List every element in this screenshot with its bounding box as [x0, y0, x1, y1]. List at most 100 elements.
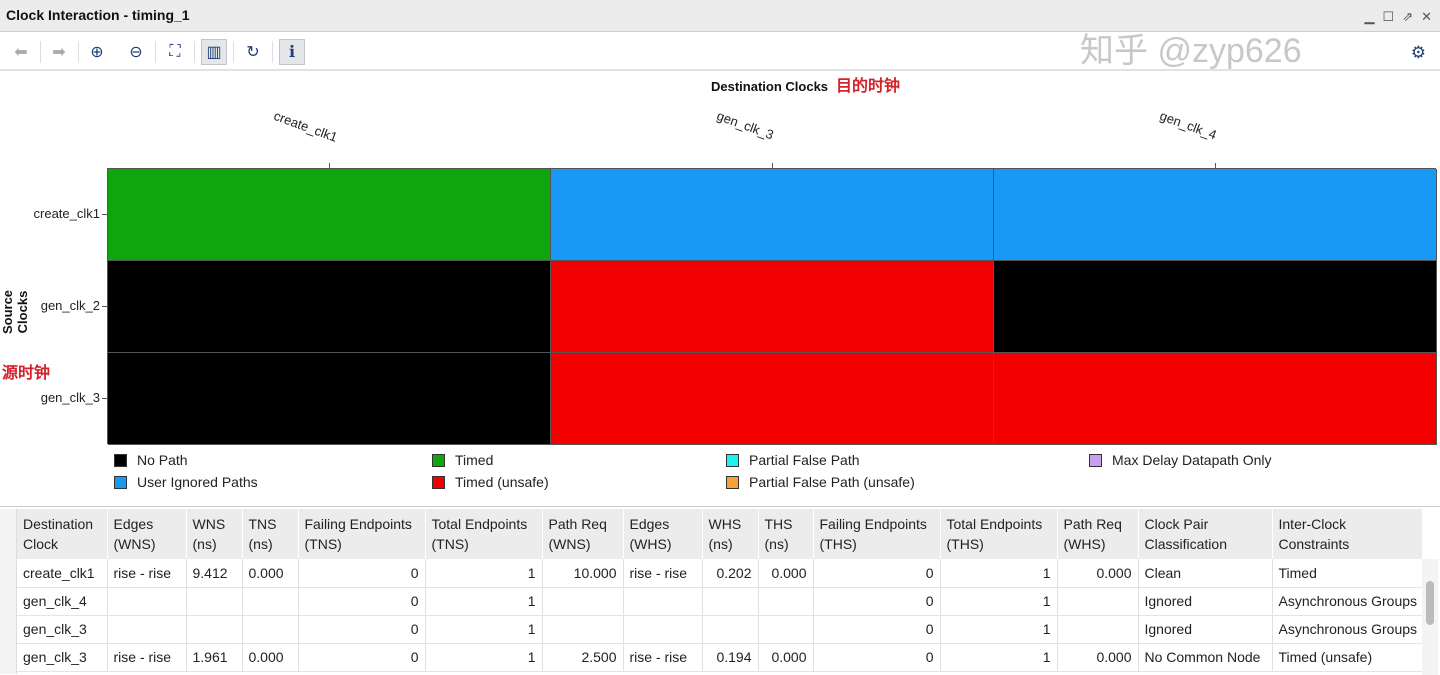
- restore-icon[interactable]: ☐: [1382, 9, 1395, 24]
- row-label: create_clk1: [33, 206, 100, 221]
- zoom-in-icon[interactable]: ⊕: [90, 44, 104, 61]
- column-header[interactable]: Edges (WHS): [623, 509, 703, 559]
- heatmap-cell[interactable]: [108, 261, 551, 353]
- minimize-icon[interactable]: ▁: [1364, 9, 1375, 24]
- header-line: Total Endpoints: [431, 516, 528, 532]
- column-header[interactable]: WNS (ns): [186, 509, 243, 559]
- table-row[interactable]: gen_clk_3 0 1 0 1 Ignored Asynchronous Groups: [17, 615, 1423, 644]
- table-cell: Ignored: [1138, 615, 1273, 644]
- column-header[interactable]: Inter-Clock Constraints: [1272, 509, 1423, 559]
- legend-swatch: [1089, 453, 1102, 467]
- table-cell: [242, 615, 299, 644]
- header-line: Clock Pair: [1144, 516, 1209, 532]
- watermark: 知乎 @zyp626: [1080, 32, 1302, 70]
- info-icon[interactable]: ℹ: [279, 39, 305, 65]
- heatmap-cell[interactable]: [108, 353, 551, 445]
- header-line: (TNS): [304, 536, 342, 552]
- gear-icon[interactable]: ⚙: [1410, 43, 1426, 62]
- float-icon[interactable]: ⇗: [1402, 9, 1414, 24]
- column-label: gen_clk_4: [1157, 108, 1219, 143]
- x-tick: [1214, 163, 1216, 168]
- heatmap-cell[interactable]: [551, 261, 994, 353]
- column-label: gen_clk_3: [714, 108, 776, 143]
- column-header[interactable]: Failing Endpoints (THS): [813, 509, 941, 559]
- header-line: Destination: [23, 516, 94, 532]
- toolbar-separator: [78, 41, 79, 63]
- heatmap-cell[interactable]: [994, 261, 1437, 353]
- toolbar-separator: [272, 41, 273, 63]
- table-cell: 0: [298, 559, 426, 588]
- legend-item: User Ignored Paths: [114, 474, 258, 490]
- column-header[interactable]: WHS (ns): [702, 509, 759, 559]
- table-cell: 1: [940, 615, 1058, 644]
- vertical-scrollbar[interactable]: [1422, 559, 1438, 675]
- column-header[interactable]: Path Req (WNS): [542, 509, 624, 559]
- y-axis-note: 源时钟: [2, 365, 51, 382]
- table-row[interactable]: gen_clk_3 rise - rise 1.961 0.000 0 1 2.500 ris…: [17, 643, 1423, 672]
- column-header[interactable]: Clock Pair Classification: [1138, 509, 1273, 559]
- table-cell: rise - rise: [107, 559, 187, 588]
- column-header[interactable]: Failing Endpoints (TNS): [298, 509, 426, 559]
- legend-swatch: [432, 453, 445, 467]
- toolbar-separator: [155, 41, 156, 63]
- table-cell: [623, 587, 703, 616]
- table-cell: [623, 615, 703, 644]
- table-cell: 0: [813, 559, 941, 588]
- forward-icon[interactable]: ➡: [52, 44, 66, 61]
- legend-swatch: [726, 475, 739, 489]
- table-row[interactable]: gen_clk_4 0 1 0 1 Ignored Asynchronous Groups: [17, 587, 1423, 616]
- table-cell: [242, 587, 299, 616]
- table-cell: 0: [813, 587, 941, 616]
- table-cell: No Common Node: [1138, 643, 1273, 672]
- column-label: create_clk1: [271, 108, 339, 145]
- heatmap-cell[interactable]: [551, 353, 994, 445]
- heatmap-cell[interactable]: [994, 169, 1437, 261]
- table-cell: 0.000: [1057, 643, 1139, 672]
- header-line: Path Req: [1063, 516, 1122, 532]
- table-cell: 0.000: [1057, 559, 1139, 588]
- legend-label: Partial False Path: [749, 452, 860, 468]
- column-header[interactable]: Total Endpoints (THS): [940, 509, 1058, 559]
- legend-item: Max Delay Datapath Only: [1089, 452, 1272, 468]
- heatmap-cell[interactable]: [551, 169, 994, 261]
- x-tick: [771, 163, 773, 168]
- table-cell: 1: [425, 587, 543, 616]
- column-header[interactable]: Edges (WNS): [107, 509, 187, 559]
- toolbar-separator: [233, 41, 234, 63]
- header-line: WNS: [192, 516, 226, 532]
- column-header[interactable]: Total Endpoints (TNS): [425, 509, 543, 559]
- legend-label: No Path: [137, 452, 188, 468]
- y-tick: [102, 214, 107, 215]
- clock-table: Destination Clock Edges (WNS) WNS (ns) TNS (ns)…: [0, 506, 1440, 675]
- scrollbar-thumb[interactable]: [1426, 581, 1434, 625]
- row-header-column: [0, 509, 17, 674]
- table-row[interactable]: create_clk1 rise - rise 9.412 0.000 0 1 10.000…: [17, 559, 1423, 588]
- legend-item: Timed: [432, 452, 493, 468]
- column-header[interactable]: THS (ns): [758, 509, 814, 559]
- header-line: (TNS): [431, 536, 469, 552]
- clock-pair-table: Destination Clock Edges (WNS) WNS (ns) TNS (ns)…: [17, 509, 1423, 672]
- header-line: Classification: [1144, 536, 1227, 552]
- close-icon[interactable]: ✕: [1421, 9, 1432, 24]
- heatmap-cell[interactable]: [994, 353, 1437, 445]
- table-cell: 1: [425, 559, 543, 588]
- refresh-icon[interactable]: ↻: [246, 44, 260, 61]
- header-line: (ns): [248, 536, 273, 552]
- table-cell: [758, 615, 814, 644]
- header-line: (WNS): [548, 536, 591, 552]
- zoom-out-icon[interactable]: ⊖: [129, 44, 143, 61]
- toolbar-separator: [194, 41, 195, 63]
- table-cell: 10.000: [542, 559, 624, 588]
- chart-icon[interactable]: ▥: [201, 39, 227, 65]
- table-cell: 0.202: [702, 559, 759, 588]
- header-line: (THS): [946, 536, 984, 552]
- back-icon[interactable]: ⬅: [14, 44, 28, 61]
- column-header[interactable]: Path Req (WHS): [1057, 509, 1139, 559]
- table-cell: Timed (unsafe): [1272, 643, 1423, 672]
- y-tick: [102, 306, 107, 307]
- column-header[interactable]: Destination Clock: [17, 509, 108, 559]
- heatmap-cell[interactable]: [108, 169, 551, 261]
- column-header[interactable]: TNS (ns): [242, 509, 299, 559]
- fit-icon[interactable]: ⛶: [169, 43, 181, 60]
- header-line: Edges: [629, 516, 670, 532]
